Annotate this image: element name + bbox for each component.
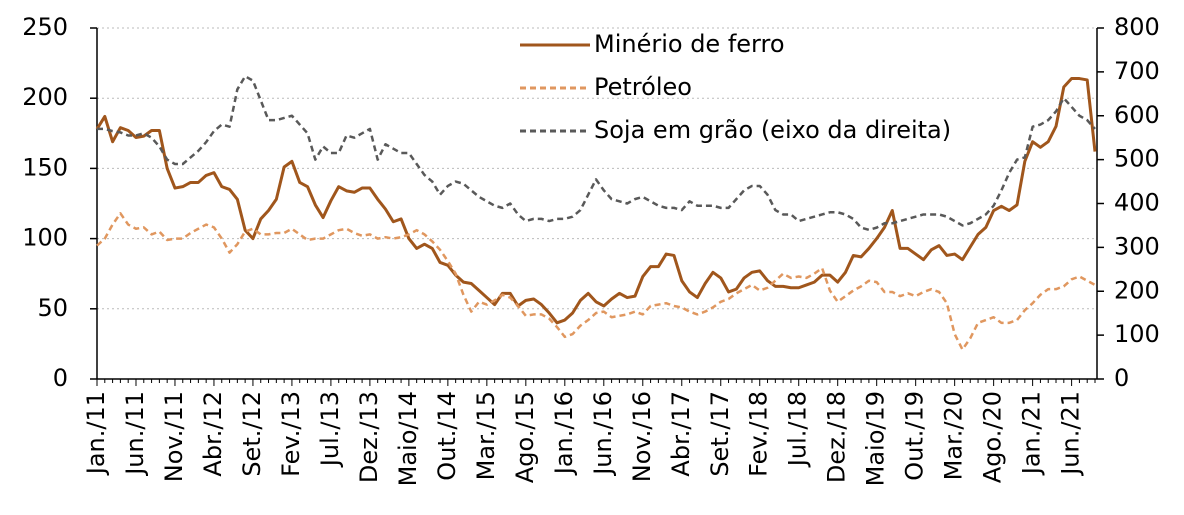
x-tick-label: Jun./11 [121, 391, 149, 477]
x-tick-label: Set./12 [238, 391, 266, 477]
y-tick-label: 100 [22, 224, 68, 252]
x-tick-label: Set./17 [706, 391, 734, 477]
x-tick-label: Jul./18 [784, 391, 812, 468]
y2-tick-label: 700 [1114, 57, 1160, 85]
y2-tick-label: 300 [1114, 232, 1160, 260]
y2-tick-label: 800 [1114, 13, 1160, 41]
y2-tick-label: 200 [1114, 276, 1160, 304]
legend-label: Petróleo [594, 73, 692, 101]
x-tick-label: Dez./13 [355, 391, 383, 483]
x-tick-label: Jul./13 [316, 391, 344, 468]
y-tick-label: 0 [53, 364, 68, 392]
y2-tick-label: 100 [1114, 320, 1160, 348]
x-tick-label: Ago./15 [511, 391, 539, 483]
x-tick-label: Fev./18 [745, 391, 773, 477]
legend-label: Soja em grão (eixo da direita) [594, 116, 951, 144]
x-tick-label: Mar./20 [940, 391, 968, 480]
x-tick-label: Nov./11 [160, 391, 188, 482]
series-line [96, 212, 1096, 351]
y2-tick-label: 600 [1114, 101, 1160, 129]
y2-tick-label: 400 [1114, 189, 1160, 217]
x-tick-label: Ago./20 [979, 391, 1007, 483]
y-tick-label: 50 [37, 294, 68, 322]
y-tick-label: 200 [22, 83, 68, 111]
x-tick-label: Mar./15 [472, 391, 500, 480]
x-tick-label: Fev./13 [277, 391, 305, 477]
x-tick-label: Jan./11 [82, 391, 110, 476]
x-tick-label: Dez./18 [823, 391, 851, 483]
x-tick-label: Jan./16 [550, 391, 578, 476]
y2-tick-label: 500 [1114, 145, 1160, 173]
x-tick-label: Maio/19 [862, 391, 890, 486]
x-tick-label: Out./19 [901, 391, 929, 481]
x-tick-label: Jun./21 [1057, 391, 1085, 477]
y2-tick-label: 0 [1114, 364, 1129, 392]
x-tick-label: Jan./21 [1018, 391, 1046, 476]
x-tick-label: Out./14 [433, 391, 461, 481]
legend-label: Minério de ferro [594, 30, 785, 58]
y-tick-label: 150 [22, 153, 68, 181]
series-line [95, 77, 1097, 325]
x-tick-label: Nov./16 [628, 391, 656, 482]
y-tick-label: 250 [22, 13, 68, 41]
x-tick-label: Jun./16 [589, 391, 617, 477]
x-tick-label: Abr./12 [199, 391, 227, 477]
x-tick-label: Maio/14 [394, 391, 422, 486]
series-line [97, 75, 1096, 232]
x-tick-label: Abr./17 [667, 391, 695, 477]
